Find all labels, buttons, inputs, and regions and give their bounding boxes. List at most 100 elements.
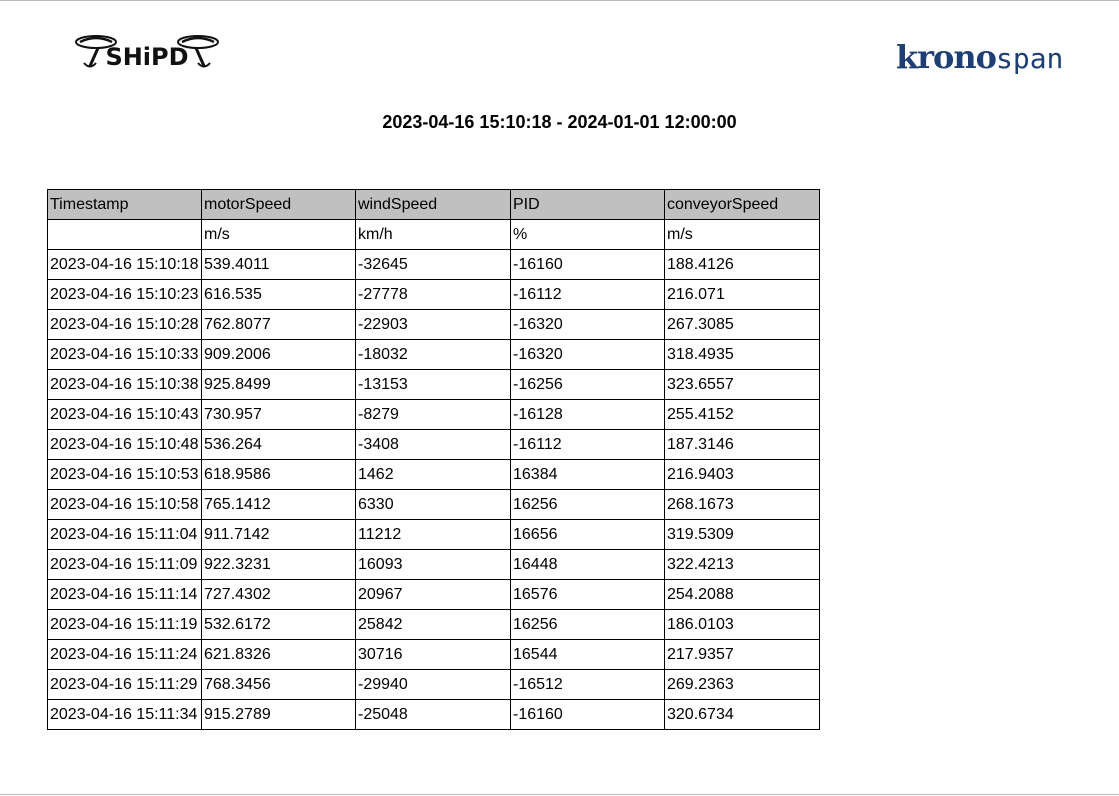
table-cell: 922.3231 (201, 549, 356, 580)
table-cell: 909.2006 (201, 339, 356, 370)
table-cell: -16160 (510, 249, 665, 280)
table-cell: -22903 (355, 309, 511, 340)
column-header: Timestamp (47, 189, 202, 220)
column-header: PID (510, 189, 665, 220)
table-row: 2023-04-16 15:11:34 915.2789 -25048 -16160 3… (47, 699, 820, 730)
table-cell: -16512 (510, 669, 665, 700)
table-cell: 536.264 (201, 429, 356, 460)
table-row: 2023-04-16 15:10:38 925.8499 -13153 -16256 3… (47, 369, 820, 400)
table-row: 2023-04-16 15:11:04 911.7142 11212 16656 319… (47, 519, 820, 550)
table-cell: 319.5309 (664, 519, 820, 550)
table-cell: -25048 (355, 699, 511, 730)
table-row: 2023-04-16 15:11:29 768.3456 -29940 -16512 2… (47, 669, 820, 700)
table-cell: -27778 (355, 279, 511, 310)
top-page-rule (0, 0, 1119, 1)
unit-cell: % (510, 219, 665, 250)
table-cell: 186.0103 (664, 609, 820, 640)
table-cell: 267.3085 (664, 309, 820, 340)
table-cell: -16256 (510, 369, 665, 400)
table-cell: 16576 (510, 579, 665, 610)
table-cell: 727.4302 (201, 579, 356, 610)
table-cell: 16448 (510, 549, 665, 580)
table-row: 2023-04-16 15:10:28 762.8077 -22903 -16320 2… (47, 309, 820, 340)
table-cell: 320.6734 (664, 699, 820, 730)
table-row: 2023-04-16 15:10:23 616.535 -27778 -16112 21… (47, 279, 820, 310)
table-row: 2023-04-16 15:10:53 618.9586 1462 16384 216.… (47, 459, 820, 490)
table-cell: 2023-04-16 15:10:33 (47, 339, 202, 370)
table-cell: 16256 (510, 489, 665, 520)
table-cell: 16384 (510, 459, 665, 490)
unit-cell (47, 219, 202, 250)
table-cell: 318.4935 (664, 339, 820, 370)
table-cell: 217.9357 (664, 639, 820, 670)
table-cell: -29940 (355, 669, 511, 700)
table-row: 2023-04-16 15:11:14 727.4302 20967 16576 254… (47, 579, 820, 610)
table-cell: 616.535 (201, 279, 356, 310)
table-cell: -16320 (510, 309, 665, 340)
table-cell: -16320 (510, 339, 665, 370)
table-cell: 16656 (510, 519, 665, 550)
table-cell: -3408 (355, 429, 511, 460)
table-cell: 30716 (355, 639, 511, 670)
table-cell: 2023-04-16 15:10:48 (47, 429, 202, 460)
table-cell: 216.9403 (664, 459, 820, 490)
table-cell: 322.4213 (664, 549, 820, 580)
table-cell: 621.8326 (201, 639, 356, 670)
table-cell: -8279 (355, 399, 511, 430)
table-cell: -32645 (355, 249, 511, 280)
shipd-logo: SHiPD (75, 35, 219, 71)
unit-cell: km/h (355, 219, 511, 250)
table-row: 2023-04-16 15:10:43 730.957 -8279 -16128 255… (47, 399, 820, 430)
table-cell: -16160 (510, 699, 665, 730)
column-header: conveyorSpeed (664, 189, 820, 220)
table-cell: 20967 (355, 579, 511, 610)
table-cell: 2023-04-16 15:11:09 (47, 549, 202, 580)
table-row: 2023-04-16 15:10:33 909.2006 -18032 -16320 3… (47, 339, 820, 370)
unit-cell: m/s (201, 219, 356, 250)
kronospan-logo-bold: krono (896, 38, 997, 76)
table-cell: 2023-04-16 15:11:14 (47, 579, 202, 610)
table-cell: 2023-04-16 15:11:24 (47, 639, 202, 670)
table-cell: 618.9586 (201, 459, 356, 490)
table-cell: 16256 (510, 609, 665, 640)
table-cell: -13153 (355, 369, 511, 400)
table-cell: 762.8077 (201, 309, 356, 340)
table-cell: 2023-04-16 15:11:29 (47, 669, 202, 700)
table-units-row: m/s km/h% m/s (47, 219, 820, 250)
kronospan-logo-light: span (996, 42, 1063, 75)
table-cell: 2023-04-16 15:10:28 (47, 309, 202, 340)
table-cell: 254.2088 (664, 579, 820, 610)
table-row: 2023-04-16 15:11:19 532.6172 25842 16256 186… (47, 609, 820, 640)
table-cell: 11212 (355, 519, 511, 550)
shipd-logo-text: SHiPD (105, 43, 188, 71)
table-cell: 269.2363 (664, 669, 820, 700)
table-cell: 915.2789 (201, 699, 356, 730)
table-cell: 255.4152 (664, 399, 820, 430)
table-row: 2023-04-16 15:11:09 922.3231 16093 16448 322… (47, 549, 820, 580)
table-cell: 2023-04-16 15:10:43 (47, 399, 202, 430)
bottom-page-rule (0, 794, 1119, 795)
table-row: 2023-04-16 15:11:24 621.8326 30716 16544 217… (47, 639, 820, 670)
table-cell: -16112 (510, 429, 665, 460)
table-cell: 765.1412 (201, 489, 356, 520)
column-header: motorSpeed (201, 189, 356, 220)
table-cell: 16544 (510, 639, 665, 670)
table-row: 2023-04-16 15:10:58 765.1412 6330 16256 268.… (47, 489, 820, 520)
table-cell: 2023-04-16 15:10:58 (47, 489, 202, 520)
table-cell: -16112 (510, 279, 665, 310)
table-cell: 768.3456 (201, 669, 356, 700)
data-table: Timestamp motorSpeed windSpeed PID conveyorS… (47, 189, 820, 730)
table-cell: 187.3146 (664, 429, 820, 460)
table-cell: 2023-04-16 15:10:23 (47, 279, 202, 310)
table-cell: 730.957 (201, 399, 356, 430)
table-header-row: Timestamp motorSpeed windSpeed PID conveyorS… (47, 189, 820, 220)
table-cell: 6330 (355, 489, 511, 520)
table-cell: 2023-04-16 15:10:53 (47, 459, 202, 490)
table-cell: 911.7142 (201, 519, 356, 550)
table-cell: 216.071 (664, 279, 820, 310)
table-cell: 188.4126 (664, 249, 820, 280)
kronospan-logo: kronospan (896, 38, 1063, 76)
table-cell: 2023-04-16 15:11:19 (47, 609, 202, 640)
table-cell: -16128 (510, 399, 665, 430)
table-cell: 25842 (355, 609, 511, 640)
